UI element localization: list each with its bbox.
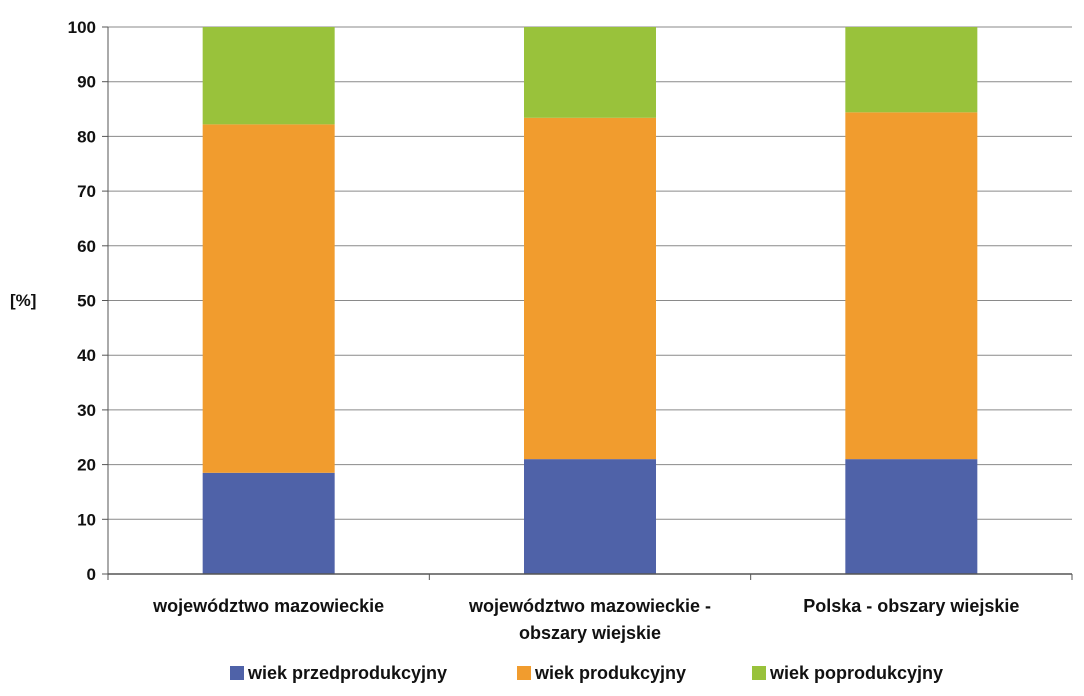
bar-segment bbox=[845, 459, 978, 574]
y-tick-label: 50 bbox=[77, 292, 96, 311]
y-tick-label: 70 bbox=[77, 182, 96, 201]
y-tick-label: 0 bbox=[87, 565, 96, 584]
x-category-label: obszary wiejskie bbox=[519, 623, 661, 643]
bar-segment bbox=[845, 112, 978, 460]
y-tick-label: 10 bbox=[77, 510, 96, 529]
y-tick-label: 30 bbox=[77, 401, 96, 420]
y-tick-label: 40 bbox=[77, 346, 96, 365]
legend-swatch bbox=[517, 666, 531, 680]
y-tick-label: 80 bbox=[77, 127, 96, 146]
y-axis-label: [%] bbox=[10, 291, 36, 310]
y-tick-label: 60 bbox=[77, 237, 96, 256]
legend-swatch bbox=[752, 666, 766, 680]
bar-segment bbox=[524, 117, 656, 460]
y-tick-label: 20 bbox=[77, 456, 96, 475]
legend-label: wiek poprodukcyjny bbox=[769, 663, 943, 683]
legend-swatch bbox=[230, 666, 244, 680]
bar-segment bbox=[202, 27, 335, 125]
legend-label: wiek produkcyjny bbox=[534, 663, 686, 683]
bar-segment bbox=[202, 472, 335, 574]
bar-segment bbox=[845, 27, 978, 113]
bar-segment bbox=[524, 459, 656, 574]
axes: [%] 0 10 20 30 40 50 60 70 80 90 100 bbox=[10, 18, 1073, 584]
bars bbox=[202, 27, 978, 574]
legend-label: wiek przedprodukcyjny bbox=[247, 663, 447, 683]
x-category-label: województwo mazowieckie bbox=[152, 596, 384, 616]
x-category-label: województwo mazowieckie - bbox=[468, 596, 711, 616]
y-tick-label: 90 bbox=[77, 73, 96, 92]
y-tick-label: 100 bbox=[68, 18, 96, 37]
bar-segment bbox=[202, 124, 335, 473]
category-labels: województwo mazowieckie województwo mazow… bbox=[152, 596, 1019, 643]
x-category-label: Polska - obszary wiejskie bbox=[803, 596, 1019, 616]
legend: wiek przedprodukcyjny wiek produkcyjny wie… bbox=[230, 663, 943, 683]
bar-segment bbox=[524, 27, 656, 118]
